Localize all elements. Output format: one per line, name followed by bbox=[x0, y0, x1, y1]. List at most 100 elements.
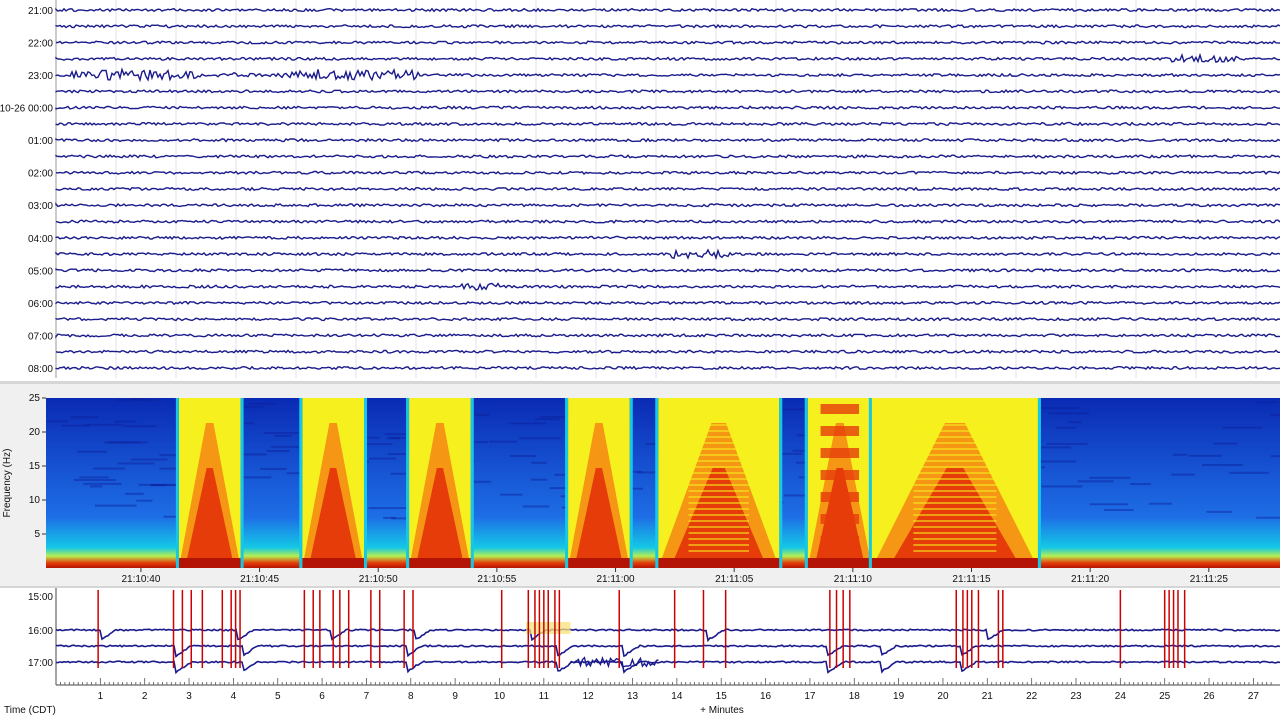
spectrogram-harmonic bbox=[913, 502, 997, 504]
spectrogram-noise bbox=[489, 440, 517, 443]
spectrogram-noise bbox=[1037, 407, 1079, 410]
spectrogram-noise bbox=[1256, 516, 1280, 519]
spectrogram-burst-base bbox=[658, 558, 780, 568]
trigger-y-tick-label: 15:00 bbox=[28, 592, 53, 603]
spectrogram-harmonic bbox=[913, 544, 997, 546]
spectrogram-harmonic bbox=[688, 418, 750, 420]
spectrogram-y-tick-label: 10 bbox=[29, 495, 41, 506]
spectrogram-harmonic bbox=[913, 532, 997, 534]
spectrogram-harmonic bbox=[688, 496, 750, 498]
spectrogram-harmonic bbox=[913, 520, 997, 522]
trigger-x-tick-label: 18 bbox=[849, 691, 861, 702]
spectrogram-noise bbox=[1172, 453, 1188, 456]
helicorder-hour-label: 21:00 bbox=[28, 6, 53, 17]
helicorder-hour-label: 07:00 bbox=[28, 331, 53, 342]
spectrogram-noise bbox=[1269, 414, 1280, 417]
spectrogram-harmonic bbox=[688, 514, 750, 516]
spectrogram-harmonic bbox=[688, 550, 750, 552]
spectrogram-harmonic bbox=[688, 478, 750, 480]
helicorder-hour-label: 10-26 00:00 bbox=[0, 104, 53, 115]
helicorder-hour-label: 23:00 bbox=[28, 71, 53, 82]
spectrogram-noise bbox=[1148, 502, 1172, 505]
spectrogram-noise bbox=[1213, 442, 1237, 445]
helicorder-trace bbox=[55, 202, 1280, 208]
spectrogram-noise bbox=[131, 398, 145, 401]
spectrogram-harmonic bbox=[913, 454, 997, 456]
spectrogram-noise bbox=[150, 484, 182, 487]
trigger-y-tick-label: 17:00 bbox=[28, 658, 53, 669]
spectrogram-harmonic bbox=[913, 430, 997, 432]
helicorder-trace bbox=[55, 365, 1280, 371]
spectrogram-y-axis-label: Frequency (Hz) bbox=[2, 449, 13, 518]
spectrogram-burst-core bbox=[415, 468, 465, 568]
helicorder-trace bbox=[55, 23, 1280, 29]
spectrogram-noise bbox=[70, 416, 99, 419]
spectrogram-harmonic bbox=[913, 526, 997, 528]
spectrogram-harmonic bbox=[688, 538, 750, 540]
spectrogram-x-tick-label: 21:10:40 bbox=[121, 574, 160, 585]
spectrogram-burst-edge bbox=[629, 398, 633, 568]
spectrogram-noise bbox=[364, 443, 393, 446]
spectrogram-noise bbox=[95, 504, 137, 507]
spectrogram-burst-edge bbox=[804, 398, 808, 568]
spectrogram-noise bbox=[369, 457, 396, 460]
trigger-x-tick-label: 17 bbox=[804, 691, 816, 702]
spectrogram-noise bbox=[535, 418, 560, 421]
trigger-activity bbox=[570, 656, 659, 669]
spectrogram-noise bbox=[1048, 412, 1089, 415]
helicorder-trace bbox=[55, 300, 1280, 306]
spectrogram-noise bbox=[500, 493, 523, 496]
spectrogram-noise bbox=[1171, 473, 1195, 476]
spectrogram-harmonic bbox=[688, 520, 750, 522]
helicorder-hour-label: 02:00 bbox=[28, 169, 53, 180]
trigger-x-tick-label: 10 bbox=[494, 691, 506, 702]
trigger-x-tick-label: 2 bbox=[142, 691, 148, 702]
helicorder-hour-label: 06:00 bbox=[28, 299, 53, 310]
spectrogram-noise bbox=[391, 517, 408, 520]
trigger-trace-17 bbox=[55, 660, 1280, 675]
helicorder-trace bbox=[55, 105, 1280, 110]
trigger-x-tick-label: 7 bbox=[364, 691, 370, 702]
spectrogram-harmonic bbox=[913, 484, 997, 486]
spectrogram-harmonic bbox=[913, 442, 997, 444]
spectrogram-burst-edge bbox=[470, 398, 474, 568]
spectrogram-noise bbox=[74, 479, 117, 482]
spectrogram-noise bbox=[123, 425, 157, 428]
spectrogram-noise bbox=[1257, 401, 1277, 404]
spectrogram-noise bbox=[248, 402, 277, 405]
spectrogram-burst-base bbox=[178, 558, 241, 568]
spectrogram-noise bbox=[1056, 426, 1077, 429]
spectrogram-x-tick-label: 21:10:50 bbox=[359, 574, 398, 585]
spectrogram-harmonic bbox=[913, 460, 997, 462]
spectrogram-noise bbox=[92, 467, 126, 470]
spectrogram-noise bbox=[1202, 464, 1243, 467]
spectrogram-harmonic bbox=[820, 426, 860, 436]
trigger-x-axis-label: + Minutes bbox=[700, 705, 744, 716]
spectrogram-y-tick-label: 20 bbox=[29, 427, 41, 438]
spectrogram-y-tick-label: 5 bbox=[34, 529, 40, 540]
spectrogram-noise bbox=[1039, 446, 1072, 449]
spectrogram-noise bbox=[236, 453, 267, 456]
spectrogram-noise bbox=[368, 507, 407, 510]
spectrogram-burst-core bbox=[308, 468, 358, 568]
spectrogram-harmonic bbox=[913, 496, 997, 498]
trigger-x-tick-label: 8 bbox=[408, 691, 414, 702]
helicorder-trace bbox=[55, 282, 1280, 291]
helicorder-trace bbox=[55, 52, 1280, 64]
spectrogram-harmonic bbox=[820, 404, 860, 414]
trigger-x-tick-label: 25 bbox=[1159, 691, 1171, 702]
spectrogram-burst-core bbox=[574, 468, 624, 568]
spectrogram-burst-edge bbox=[868, 398, 872, 568]
spectrogram-harmonic bbox=[913, 490, 997, 492]
helicorder-trace bbox=[55, 137, 1280, 143]
spectrogram-burst-edge bbox=[565, 398, 569, 568]
trigger-x-tick-label: 27 bbox=[1248, 691, 1260, 702]
spectrogram-noise bbox=[104, 441, 140, 444]
helicorder-hour-label: 04:00 bbox=[28, 234, 53, 245]
spectrogram-harmonic bbox=[688, 526, 750, 528]
spectrogram-harmonic bbox=[688, 502, 750, 504]
spectrogram-harmonic bbox=[688, 532, 750, 534]
trigger-x-tick-label: 20 bbox=[937, 691, 949, 702]
spectrogram-harmonic bbox=[688, 424, 750, 426]
